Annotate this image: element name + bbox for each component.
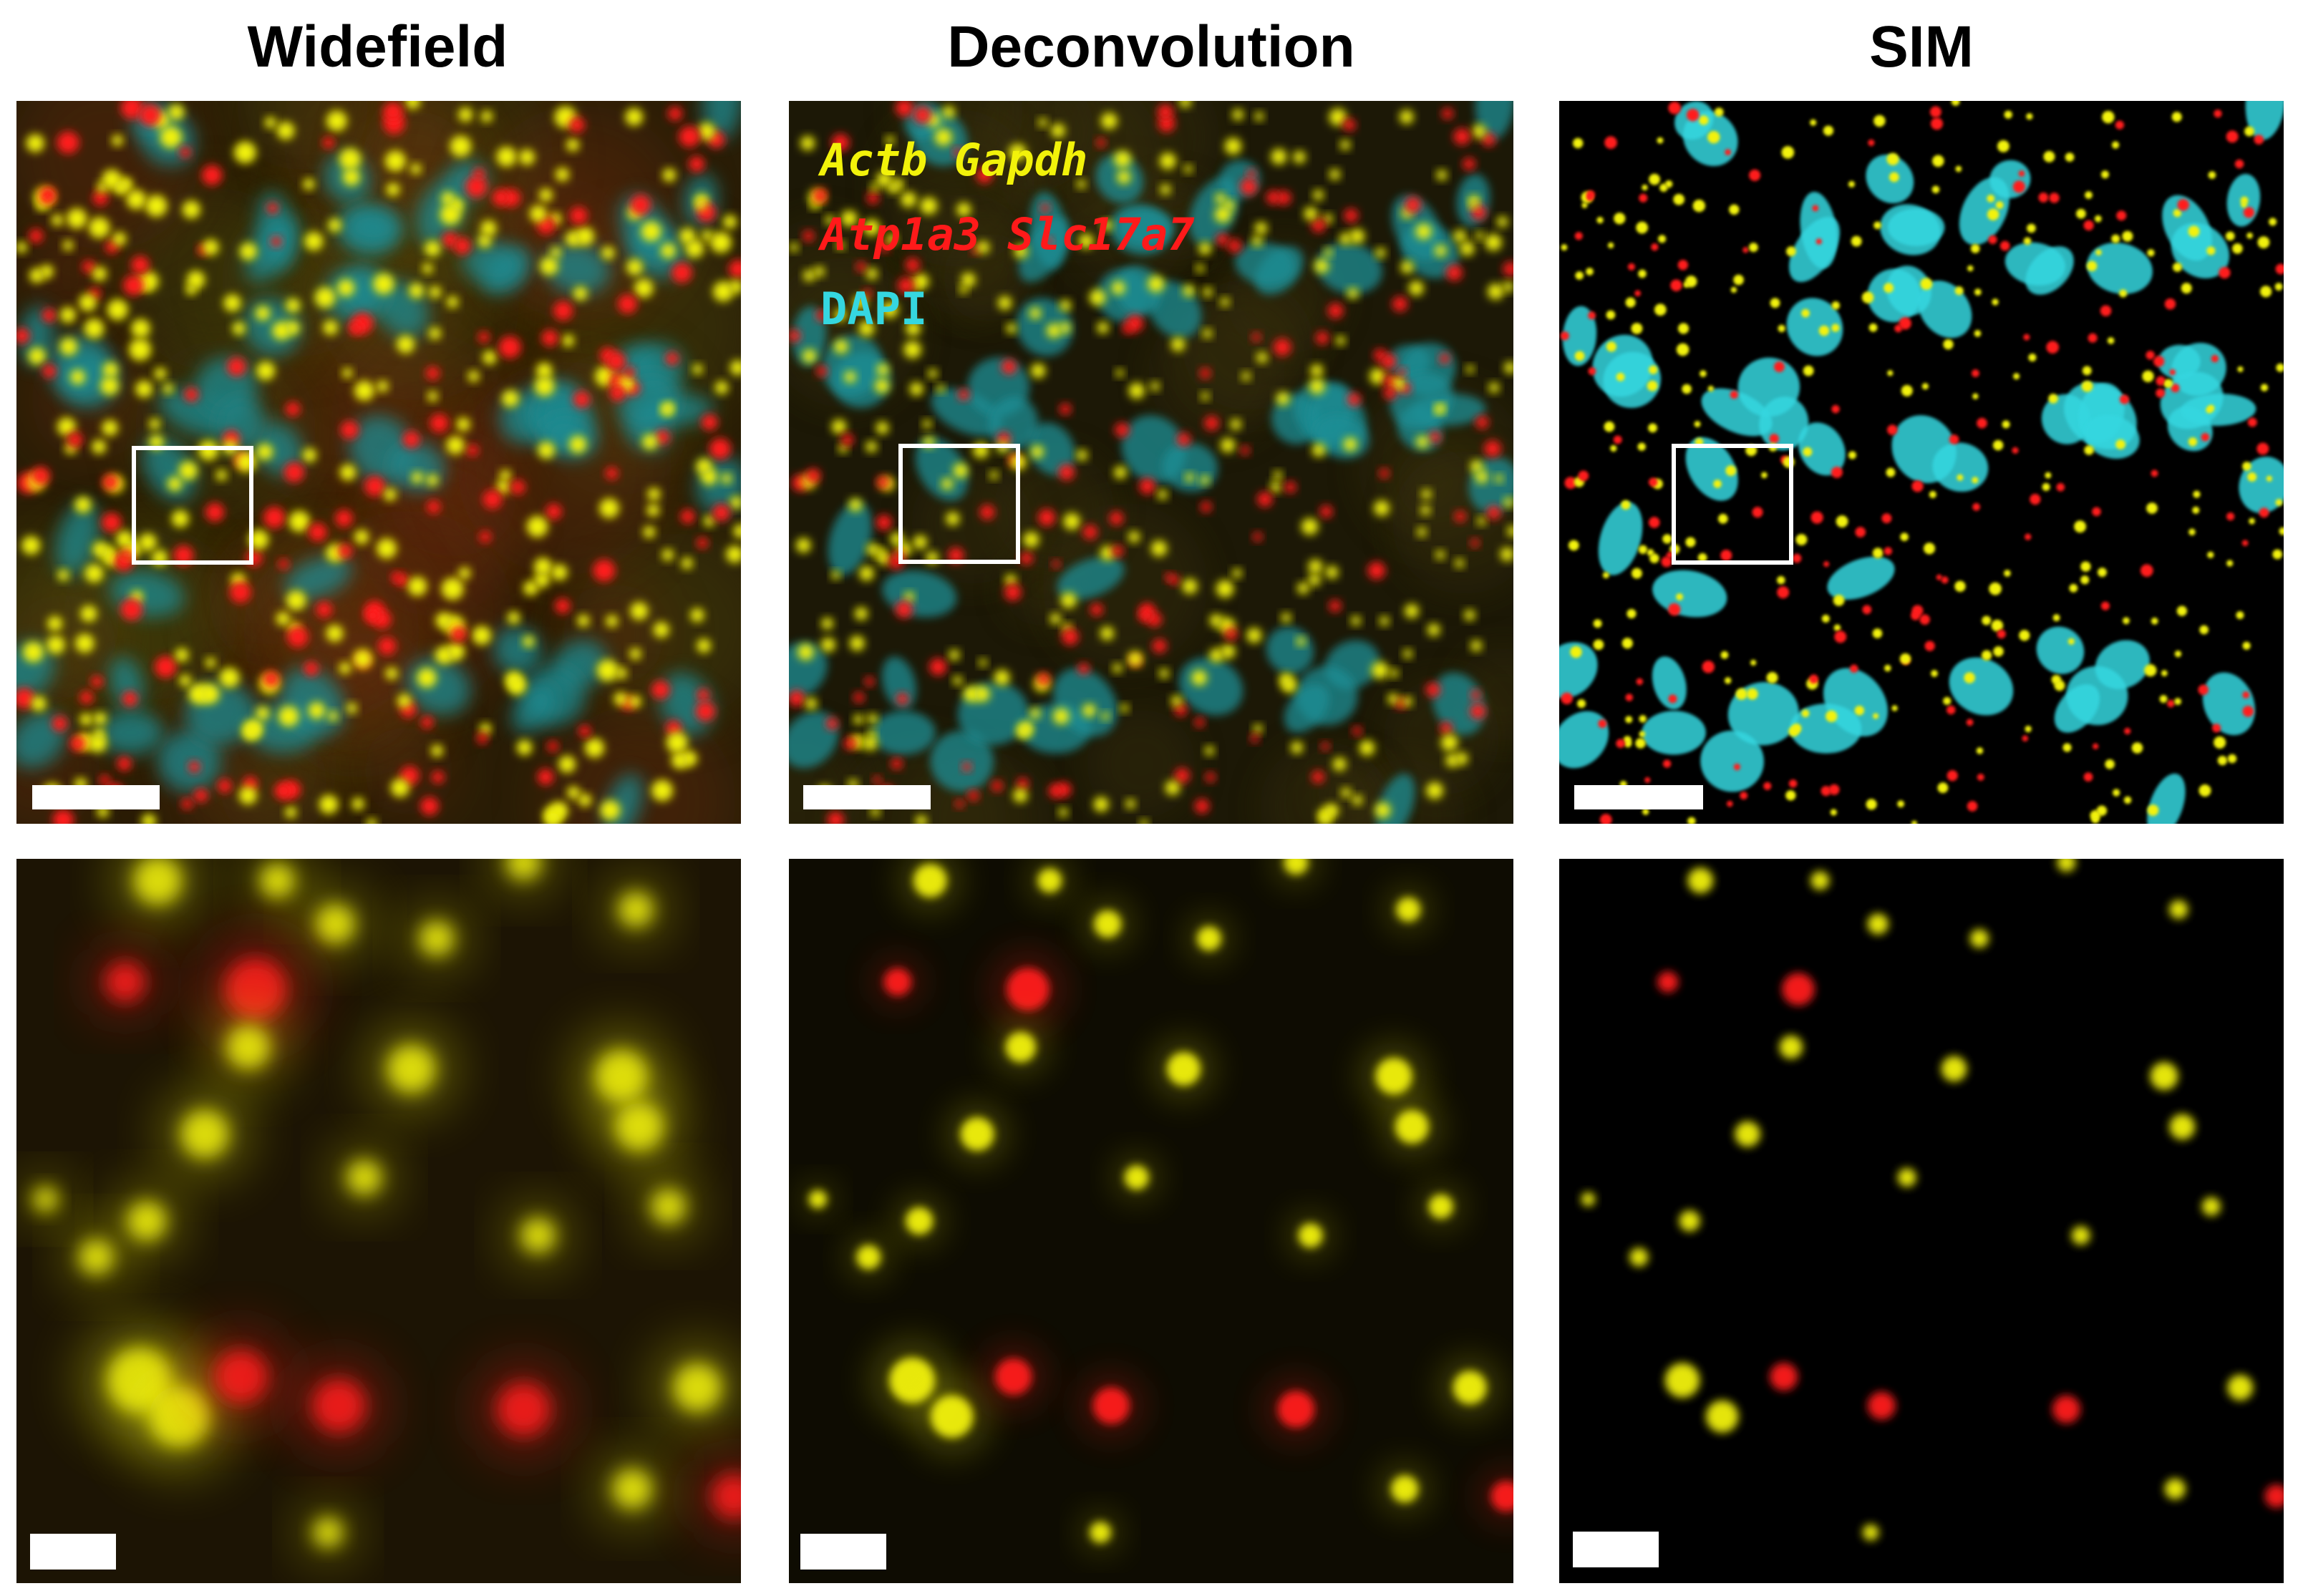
title-widefield: Widefield	[247, 14, 508, 79]
inset-box-sim	[1672, 444, 1793, 565]
legend-cyan-channel: DAPI	[820, 283, 928, 335]
sim-overview-image	[1559, 101, 2284, 824]
scalebar-widefield-bottom	[30, 1534, 116, 1570]
scalebar-deconvolution-top	[803, 785, 931, 809]
scalebar-sim-bottom	[1573, 1532, 1659, 1567]
deconvolution-overview-image	[789, 101, 1513, 824]
legend-yellow-channel: Actb Gapdh	[820, 134, 1088, 186]
sim-zoom-image	[1559, 859, 2284, 1583]
title-deconvolution: Deconvolution	[947, 14, 1355, 79]
channel-legend: Actb Gapdh Atp1a3 Slc17a7 DAPI	[820, 123, 1195, 346]
scalebar-sim-top	[1574, 785, 1703, 809]
scalebar-widefield-top	[32, 785, 160, 809]
inset-box-widefield	[132, 446, 253, 565]
deconvolution-zoom-image	[789, 859, 1513, 1583]
legend-red-channel: Atp1a3 Slc17a7	[820, 208, 1195, 261]
inset-box-deconvolution	[898, 444, 1020, 564]
widefield-zoom-image	[16, 859, 741, 1583]
scalebar-deconvolution-bottom	[800, 1534, 886, 1570]
widefield-overview-image	[16, 101, 741, 824]
title-sim: SIM	[1869, 14, 1974, 79]
